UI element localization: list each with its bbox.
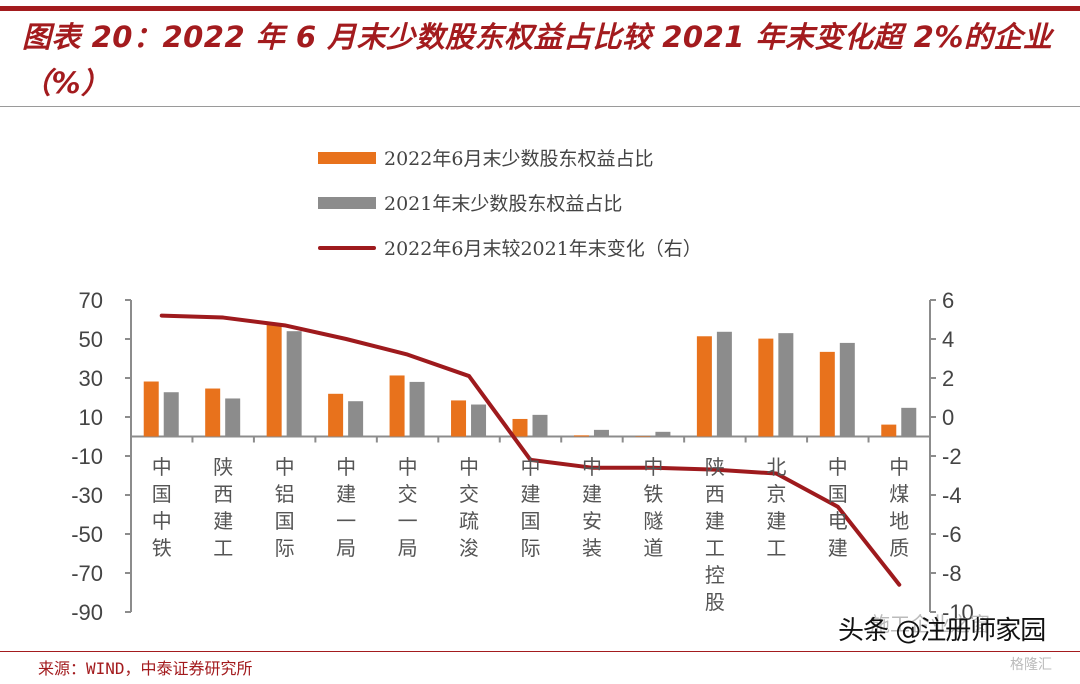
source-note: 来源：WIND，中泰证券研究所 — [38, 659, 253, 678]
category-label: 中交疏浚 — [459, 455, 479, 560]
right-axis-tick-label: 2 — [942, 366, 954, 391]
bar-2022 — [205, 388, 221, 437]
legend-item-2021: 2021年末少数股东权益占比 — [318, 180, 702, 225]
category-label: 陕西建工控股 — [705, 455, 725, 614]
right-axis-tick-label: -6 — [942, 522, 962, 547]
bar-2021 — [225, 398, 241, 437]
right-axis-tick-label: -10 — [942, 600, 974, 625]
category-label: 中煤地质 — [889, 455, 909, 560]
bar-2021 — [655, 431, 671, 437]
category-label: 中建安装 — [582, 455, 602, 560]
right-axis-tick-label: -8 — [942, 561, 962, 586]
legend-item-change: 2022年6月末较2021年末变化（右） — [318, 225, 702, 270]
right-axis-tick-label: 6 — [942, 288, 954, 313]
bar-2021 — [532, 414, 548, 437]
bar-2022 — [143, 381, 159, 437]
bar-2022 — [819, 351, 835, 437]
category-label: 中国中铁 — [152, 455, 172, 560]
left-axis-tick-label: -30 — [71, 483, 103, 508]
legend-label: 2022年6月末少数股东权益占比 — [384, 148, 654, 170]
watermark: 头条 @注册师家园 — [838, 616, 1046, 646]
category-label: 中铁隧道 — [643, 455, 663, 560]
bar-2021 — [778, 333, 794, 437]
category-label: 中交一局 — [398, 455, 418, 560]
right-axis-tick-label: -2 — [942, 444, 962, 469]
footer-divider — [0, 651, 1080, 652]
legend-swatch-gray — [318, 196, 376, 209]
left-axis-tick-label: 50 — [79, 327, 103, 352]
bar-2022 — [266, 323, 282, 437]
bar-2022 — [512, 418, 528, 437]
title-divider — [0, 106, 1080, 107]
bar-2022 — [573, 435, 589, 437]
legend-swatch-line — [318, 245, 376, 250]
watermark-faint: 施工企业之窗 — [870, 612, 990, 636]
left-axis-tick-label: -90 — [71, 600, 103, 625]
right-axis-tick-label: 0 — [942, 405, 954, 430]
bar-2022 — [696, 336, 712, 437]
watermark-corner: 格隆汇 — [1010, 657, 1052, 673]
left-axis-tick-label: 10 — [79, 405, 103, 430]
top-rule — [0, 6, 1080, 11]
bar-2021 — [901, 407, 917, 437]
legend: 2022年6月末少数股东权益占比 2021年末少数股东权益占比 2022年6月末… — [318, 135, 702, 270]
bar-2021 — [163, 392, 179, 437]
bar-2021 — [348, 401, 364, 437]
bar-2021 — [471, 404, 487, 437]
bar-2022 — [328, 393, 344, 437]
legend-swatch-orange — [318, 151, 376, 164]
left-axis-tick-label: 70 — [79, 288, 103, 313]
left-axis-tick-label: -50 — [71, 522, 103, 547]
left-axis-tick-label: 30 — [79, 366, 103, 391]
category-label: 中建国际 — [521, 455, 541, 560]
bar-2022 — [881, 424, 897, 437]
legend-item-2022: 2022年6月末少数股东权益占比 — [318, 135, 702, 180]
bar-2022 — [758, 338, 774, 437]
category-label: 中建一局 — [336, 455, 356, 560]
left-axis-tick-label: -10 — [71, 444, 103, 469]
bar-2021 — [286, 331, 302, 437]
right-axis-tick-label: 4 — [942, 327, 954, 352]
bar-2022 — [635, 436, 651, 437]
category-label: 中国电建 — [828, 455, 848, 560]
category-label: 北京建工 — [766, 455, 786, 560]
category-label: 中铝国际 — [275, 455, 295, 560]
bar-2021 — [409, 381, 425, 437]
legend-label: 2022年6月末较2021年末变化（右） — [384, 238, 702, 260]
left-axis-tick-label: -70 — [71, 561, 103, 586]
bar-2021 — [716, 331, 732, 437]
category-label: 陕西建工 — [213, 455, 233, 560]
chart-title: 图表 20：2022 年 6 月末少数股东权益占比较 2021 年末变化超 2%… — [22, 20, 1053, 100]
change-line — [159, 313, 902, 587]
bar-2022 — [389, 375, 405, 437]
right-axis-tick-label: -4 — [942, 483, 962, 508]
bar-2021 — [593, 429, 609, 437]
bar-2021 — [839, 342, 855, 437]
bar-2022 — [451, 400, 467, 437]
legend-label: 2021年末少数股东权益占比 — [384, 193, 623, 215]
